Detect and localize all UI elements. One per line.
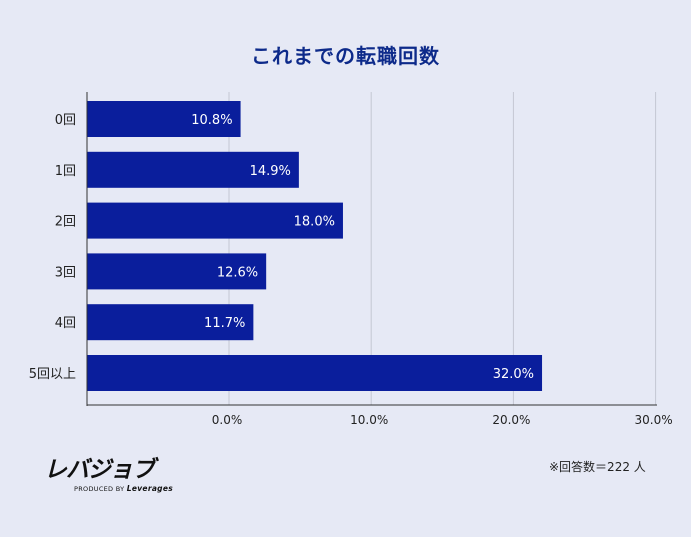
bar-value-label: 11.7% [204, 316, 245, 331]
bar [87, 101, 241, 137]
category-label: 3回 [55, 265, 76, 280]
bar [87, 151, 299, 188]
bar [87, 202, 343, 239]
bar-value-label: 10.8% [191, 113, 232, 128]
category-label: 2回 [55, 215, 76, 230]
category-label: 4回 [55, 316, 76, 331]
levajob-logo: レバジョブ PRODUCED BY Leverages [44, 456, 184, 493]
logo-produced-by: PRODUCED BY Leverages [74, 484, 184, 493]
response-count-note: ※回答数＝222 人 [549, 460, 646, 474]
x-tick-label: 20.0% [492, 413, 530, 427]
x-tick-label: 30.0% [635, 413, 673, 427]
bar [87, 253, 267, 290]
x-tick-label: 10.0% [350, 413, 388, 427]
logo-brand: Leverages [126, 484, 174, 493]
category-label: 5回以上 [29, 367, 76, 382]
bar-value-label: 12.6% [217, 265, 258, 280]
chart-title: これまでの転職回数 [251, 44, 440, 68]
logo-produced-by-label: PRODUCED BY [74, 485, 125, 493]
bar-value-label: 14.9% [250, 164, 291, 179]
bar [87, 304, 254, 341]
bar-value-label: 18.0% [294, 215, 335, 230]
bar [87, 355, 543, 391]
bar-value-label: 32.0% [493, 367, 534, 382]
x-tick-label: 0.0% [212, 413, 243, 427]
category-label: 0回 [55, 113, 76, 128]
category-label: 1回 [55, 164, 76, 179]
logo-main-text: レバジョブ [44, 457, 155, 483]
